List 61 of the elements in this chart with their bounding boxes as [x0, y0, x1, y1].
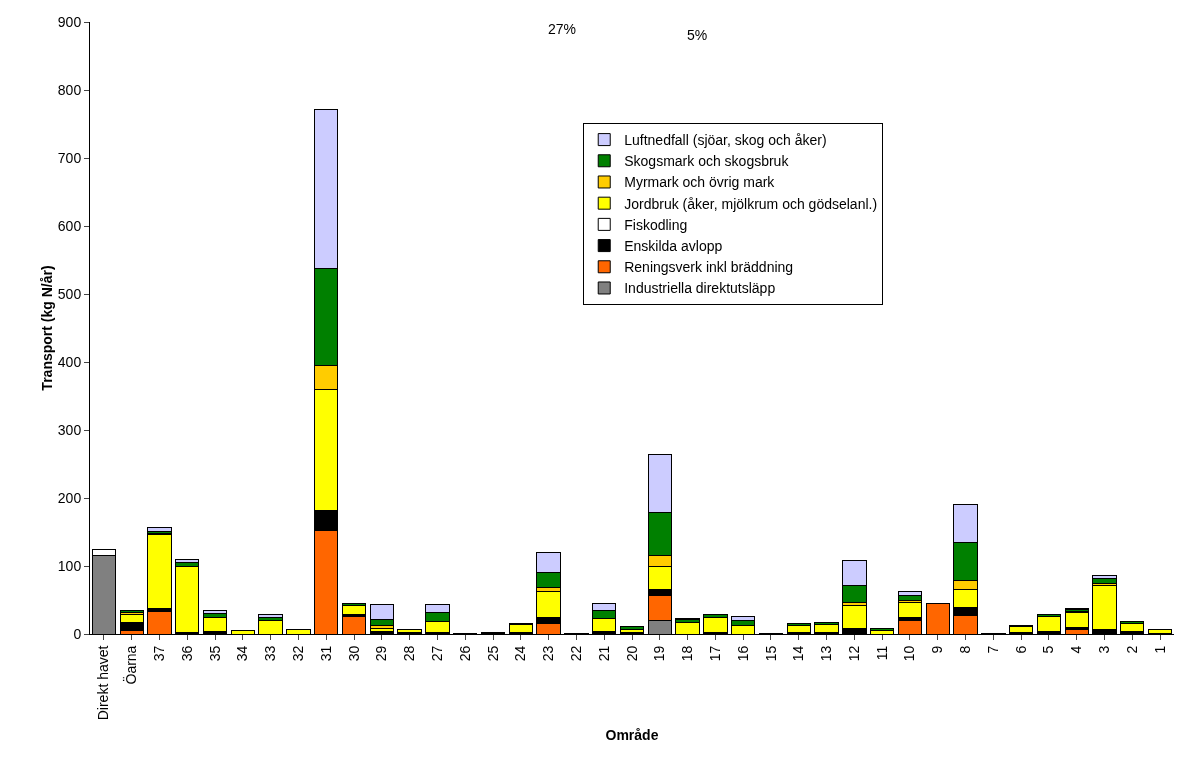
x-tick-label: 15: [762, 645, 779, 662]
x-tick-label: 8: [957, 645, 974, 654]
y-tick-label: 700: [57, 149, 82, 166]
x-tick-label: 23: [540, 645, 557, 662]
x-tick-label: Direkt havet: [95, 645, 112, 721]
x-tick-label: 28: [401, 645, 418, 662]
x-axis-title: Område: [605, 726, 659, 743]
x-tick-label: 33: [262, 645, 279, 662]
y-tick-label: 600: [57, 217, 82, 234]
x-tick-label: 27: [428, 645, 445, 662]
annotation: 27%: [548, 21, 577, 37]
x-tick-label: 3: [1096, 645, 1113, 654]
x-tick-label: 32: [290, 645, 307, 662]
x-tick-label: 21: [595, 645, 612, 662]
x-tick-label: 11: [873, 645, 890, 661]
x-tick-label: 30: [345, 645, 362, 662]
y-tick-label: 300: [57, 421, 82, 438]
x-tick-label: 1: [1151, 645, 1168, 654]
x-tick-label: 9: [929, 645, 946, 654]
y-tick-label: 100: [57, 557, 82, 574]
x-tick-label: Öarna: [122, 645, 140, 685]
x-tick-label: 19: [651, 645, 668, 662]
y-axis-title: Transport (kg N/år): [39, 265, 55, 391]
annotation: 5%: [687, 27, 708, 43]
x-tick-label: 2: [1123, 645, 1140, 654]
x-tick-label: 16: [734, 645, 751, 662]
x-tick-label: 37: [151, 645, 168, 662]
x-tick-label: 29: [373, 645, 390, 662]
x-tick-label: 13: [818, 645, 835, 662]
y-tick-label: 800: [57, 81, 82, 98]
legend-label: Industriella direktutsläpp: [624, 280, 776, 297]
x-tick-label: 26: [456, 645, 473, 662]
x-tick-label: 35: [206, 645, 223, 662]
x-tick-label: 25: [484, 645, 501, 662]
x-tick-label: 14: [790, 645, 807, 662]
x-tick-label: 31: [317, 645, 334, 662]
x-tick-label: 24: [512, 645, 529, 662]
y-tick-label: 900: [57, 13, 82, 30]
legend-label: Luftnedfall (sjöar, skog och åker): [624, 132, 827, 149]
y-tick-label: 500: [57, 285, 82, 302]
y-tick-label: 200: [57, 489, 82, 506]
x-tick-label: 4: [1068, 645, 1085, 654]
y-tick-label: 400: [57, 353, 82, 370]
x-tick-label: 5: [1040, 645, 1057, 654]
legend-label: Reningsverk inkl bräddning: [624, 259, 794, 276]
x-tick-label: 10: [901, 645, 918, 662]
x-tick-label: 18: [679, 645, 696, 662]
x-tick-label: 36: [178, 645, 195, 662]
y-tick-label: 0: [73, 625, 82, 642]
x-tick-label: 20: [623, 645, 640, 662]
legend-label: Enskilda avlopp: [624, 238, 723, 255]
legend-label: Fiskodling: [624, 216, 688, 233]
x-tick-label: 6: [1012, 645, 1029, 654]
legend-label: Skogsmark och skogsbruk: [624, 153, 790, 170]
legend-label: Jordbruk (åker, mjölkrum och gödselanl.): [624, 195, 878, 212]
x-tick-label: 17: [706, 645, 723, 662]
x-tick-label: 34: [234, 645, 251, 662]
x-tick-label: 12: [845, 645, 862, 662]
x-tick-label: 7: [984, 645, 1001, 654]
x-tick-label: 22: [567, 645, 584, 662]
legend-label: Myrmark och övrig mark: [624, 174, 776, 191]
